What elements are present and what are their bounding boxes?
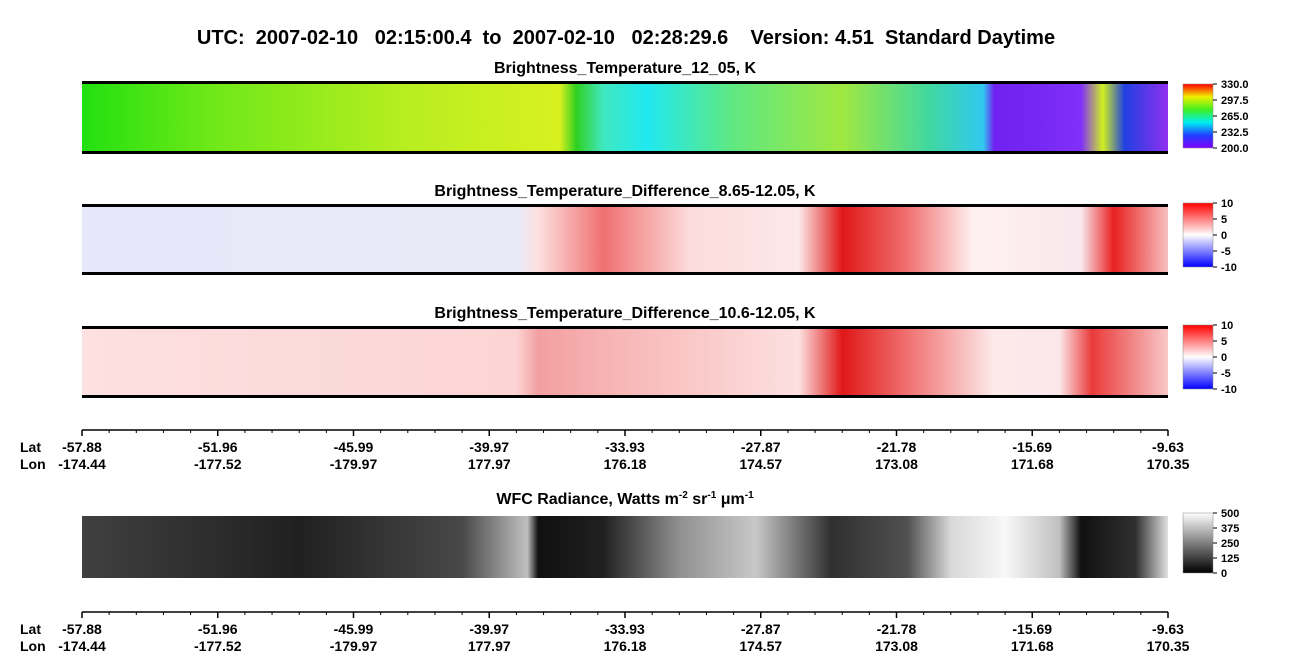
lat-value: -21.78	[877, 621, 917, 637]
colorbar-label: 265.0	[1221, 111, 1249, 123]
colorbar-label: -5	[1221, 368, 1231, 380]
image-panel	[82, 206, 1168, 273]
colorbar-label: -5	[1221, 246, 1231, 258]
panel-title: Brightness_Temperature_Difference_8.65-1…	[434, 183, 816, 200]
colorbar	[1182, 202, 1214, 268]
lat-value: -15.69	[1012, 621, 1052, 637]
lon-label: Lon	[20, 638, 46, 654]
lat-label: Lat	[20, 439, 41, 455]
title-part: μm	[716, 491, 744, 508]
lat-value: -39.97	[469, 439, 509, 455]
lat-value: -27.87	[741, 439, 781, 455]
lon-value: -179.97	[330, 638, 378, 654]
colorbar-label: 250	[1221, 538, 1239, 550]
scan-edge	[82, 272, 1168, 275]
panel-title: Brightness_Temperature_Difference_10.6-1…	[434, 305, 816, 322]
colorbar-label: 10	[1221, 198, 1233, 210]
panel-title: WFC Radiance, Watts m-2 sr-1 μm-1	[496, 490, 754, 508]
lat-label: Lat	[20, 621, 41, 637]
colorbar	[1182, 512, 1214, 574]
image-panel	[82, 328, 1168, 396]
colorbar	[1182, 324, 1214, 390]
lon-value: 174.57	[739, 456, 782, 472]
lat-value: -9.63	[1152, 621, 1184, 637]
lon-value: 176.18	[604, 638, 647, 654]
colorbar-label: 125	[1221, 553, 1239, 565]
lon-value: -174.44	[58, 638, 106, 654]
title-part: -1	[745, 490, 754, 501]
colorbar-label: 200.0	[1221, 143, 1249, 155]
lat-value: -33.93	[605, 439, 645, 455]
lat-value: -21.78	[877, 439, 917, 455]
lat-value: -57.88	[62, 439, 102, 455]
lat-value: -51.96	[198, 439, 238, 455]
colorbar-label: 5	[1221, 214, 1227, 226]
lat-value: -45.99	[334, 439, 374, 455]
colorbar-label: 10	[1221, 320, 1233, 332]
scan-edge	[82, 326, 1168, 329]
colorbar-label: 330.0	[1221, 79, 1249, 91]
lon-value: -179.97	[330, 456, 378, 472]
colorbar-label: 500	[1221, 508, 1239, 520]
colorbar-label: 232.5	[1221, 127, 1249, 139]
colorbar-label: 0	[1221, 230, 1227, 242]
lon-value: 173.08	[875, 456, 918, 472]
lon-value: 177.97	[468, 456, 511, 472]
scan-edge	[82, 395, 1168, 398]
lat-value: -9.63	[1152, 439, 1184, 455]
colorbar-label: -10	[1221, 384, 1237, 396]
lon-value: 177.97	[468, 638, 511, 654]
lon-value: 170.35	[1147, 456, 1190, 472]
lon-value: -174.44	[58, 456, 106, 472]
lon-label: Lon	[20, 456, 46, 472]
colorbar-label: 0	[1221, 568, 1227, 580]
title-part: -2	[679, 490, 688, 501]
colorbar-label: 0	[1221, 352, 1227, 364]
lat-value: -27.87	[741, 621, 781, 637]
lat-value: -45.99	[334, 621, 374, 637]
lat-value: -51.96	[198, 621, 238, 637]
lon-value: 176.18	[604, 456, 647, 472]
image-panel	[82, 83, 1168, 152]
lon-value: -177.52	[194, 456, 242, 472]
colorbar-label: -10	[1221, 262, 1237, 274]
colorbar-label: 5	[1221, 336, 1227, 348]
scan-edge	[82, 81, 1168, 84]
image-panel	[82, 516, 1168, 578]
lat-value: -15.69	[1012, 439, 1052, 455]
title-part: sr	[688, 491, 708, 508]
colorbar-label: 297.5	[1221, 95, 1249, 107]
title-part: -1	[707, 490, 716, 501]
colorbar-label: 375	[1221, 523, 1239, 535]
figure-title: UTC: 2007-02-10 02:15:00.4 to 2007-02-10…	[197, 27, 1055, 49]
panel-title: Brightness_Temperature_12_05, K	[494, 60, 756, 77]
lon-value: 171.68	[1011, 456, 1054, 472]
lon-value: 170.35	[1147, 638, 1190, 654]
scan-edge	[82, 151, 1168, 154]
lon-value: 174.57	[739, 638, 782, 654]
scan-edge	[82, 204, 1168, 207]
lon-value: 173.08	[875, 638, 918, 654]
lon-value: 171.68	[1011, 638, 1054, 654]
colorbar	[1182, 83, 1214, 149]
lat-value: -57.88	[62, 621, 102, 637]
title-part: WFC Radiance, Watts m	[496, 491, 679, 508]
lat-value: -33.93	[605, 621, 645, 637]
lat-value: -39.97	[469, 621, 509, 637]
lon-value: -177.52	[194, 638, 242, 654]
